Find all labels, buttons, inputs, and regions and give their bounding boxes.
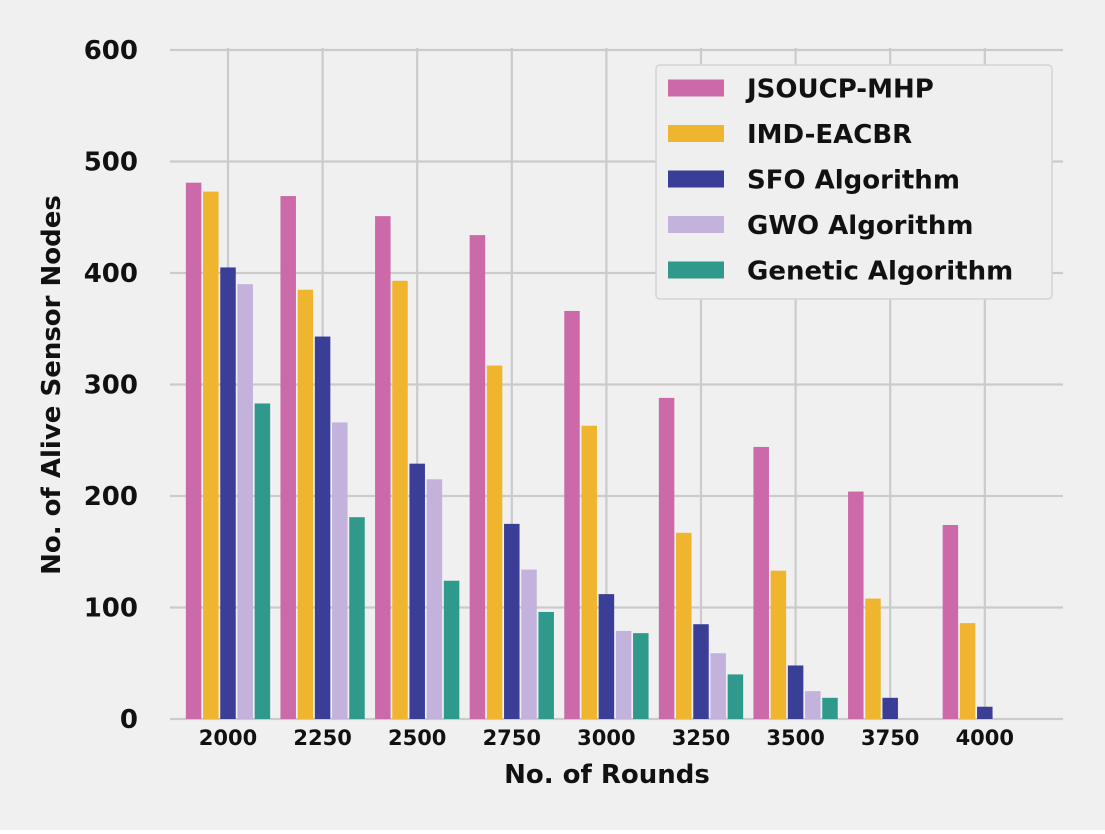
bar-jsoucp-mhp-4000 (942, 524, 959, 719)
bar-jsoucp-mhp-3750 (848, 491, 864, 719)
bar-imd-eacbr-3500 (770, 570, 787, 719)
legend-label: JSOUCP-MHP (745, 75, 934, 105)
y-axis-label: No. of Alive Sensor Nodes (37, 195, 67, 575)
bar-gwo-algorithm-3000 (615, 630, 632, 719)
bar-sfo-algorithm-2000 (220, 267, 236, 719)
legend-swatch (668, 216, 724, 233)
x-tick-label: 2750 (483, 726, 541, 750)
x-tick-label: 3750 (861, 726, 919, 750)
legend-label: GWO Algorithm (747, 211, 973, 241)
bar-genetic-algorithm-3500 (822, 697, 838, 719)
legend-label: SFO Algorithm (747, 166, 960, 196)
bar-imd-eacbr-2250 (297, 289, 314, 719)
bar-genetic-algorithm-3000 (633, 633, 649, 719)
bar-genetic-algorithm-3250 (727, 674, 744, 719)
bar-imd-eacbr-3000 (581, 425, 597, 719)
bar-jsoucp-mhp-2250 (280, 196, 296, 719)
legend-label: Genetic Algorithm (747, 257, 1013, 287)
bar-genetic-algorithm-2250 (349, 517, 365, 719)
bar-sfo-algorithm-2500 (409, 463, 425, 719)
x-tick-label: 3250 (672, 726, 730, 750)
x-tick-label: 4000 (956, 726, 1014, 750)
y-tick-label: 0 (120, 705, 138, 735)
bar-genetic-algorithm-2750 (538, 611, 554, 719)
bar-jsoucp-mhp-2000 (185, 182, 202, 719)
x-tick-label: 3500 (766, 726, 824, 750)
x-tick-label: 3000 (577, 726, 635, 750)
bar-sfo-algorithm-4000 (977, 706, 993, 719)
y-tick-label: 100 (84, 594, 138, 624)
bars (185, 182, 993, 720)
bar-imd-eacbr-2750 (486, 365, 503, 719)
bar-jsoucp-mhp-2500 (375, 216, 391, 719)
legend-box (655, 64, 1053, 300)
y-axis-ticks: 0 100 200 300 400 500 600 (84, 36, 138, 735)
bar-gwo-algorithm-3500 (805, 691, 821, 719)
bar-gwo-algorithm-2750 (521, 569, 537, 719)
legend-swatch (668, 125, 724, 142)
bar-imd-eacbr-3750 (865, 598, 881, 719)
y-tick-label: 600 (84, 36, 138, 66)
legend-swatch (668, 79, 724, 97)
bar-genetic-algorithm-2000 (254, 403, 271, 719)
y-tick-label: 200 (84, 482, 138, 512)
bar-jsoucp-mhp-3500 (753, 446, 769, 719)
bar-genetic-algorithm-2500 (443, 580, 460, 719)
bar-jsoucp-mhp-3000 (564, 310, 580, 719)
bar-sfo-algorithm-3250 (693, 624, 709, 719)
bar-gwo-algorithm-3250 (710, 653, 726, 719)
bar-imd-eacbr-3250 (676, 532, 692, 719)
y-tick-label: 300 (84, 371, 138, 401)
legend-swatch (668, 170, 724, 188)
bar-sfo-algorithm-2750 (504, 523, 520, 719)
legend-label: IMD-EACBR (747, 120, 912, 150)
x-tick-label: 2500 (388, 726, 446, 750)
bar-sfo-algorithm-3750 (882, 697, 898, 719)
bar-jsoucp-mhp-3250 (658, 397, 675, 719)
y-tick-label: 400 (84, 259, 138, 289)
bar-gwo-algorithm-2250 (332, 422, 348, 719)
legend: JSOUCP-MHP IMD-EACBR SFO Algorithm GWO Algo… (655, 64, 1053, 300)
bar-sfo-algorithm-3000 (598, 594, 615, 719)
legend-swatch (668, 261, 724, 279)
bar-jsoucp-mhp-2750 (469, 235, 486, 719)
bar-imd-eacbr-2500 (392, 280, 408, 719)
x-axis-ticks: 2000 2250 2500 2750 3000 3250 3500 3750 4000 (199, 726, 1014, 750)
y-tick-label: 500 (84, 148, 138, 178)
bar-sfo-algorithm-2250 (314, 336, 331, 719)
x-tick-label: 2000 (199, 726, 257, 750)
bar-gwo-algorithm-2000 (237, 284, 253, 719)
bar-imd-eacbr-2000 (203, 191, 219, 720)
x-tick-label: 2250 (293, 726, 351, 750)
x-axis-label: No. of Rounds (504, 760, 710, 790)
bar-sfo-algorithm-3500 (787, 665, 804, 719)
bar-gwo-algorithm-2500 (426, 479, 443, 719)
bar-imd-eacbr-4000 (959, 623, 976, 719)
